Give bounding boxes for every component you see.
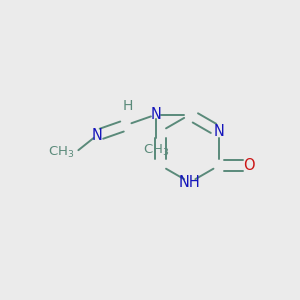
Text: N: N <box>151 107 161 122</box>
Text: CH$_3$: CH$_3$ <box>143 142 169 158</box>
Text: H: H <box>123 99 133 113</box>
Text: N: N <box>92 128 102 143</box>
Text: NH: NH <box>179 175 201 190</box>
Text: CH$_3$: CH$_3$ <box>49 146 75 160</box>
Text: O: O <box>243 158 254 173</box>
Text: N: N <box>214 124 224 139</box>
